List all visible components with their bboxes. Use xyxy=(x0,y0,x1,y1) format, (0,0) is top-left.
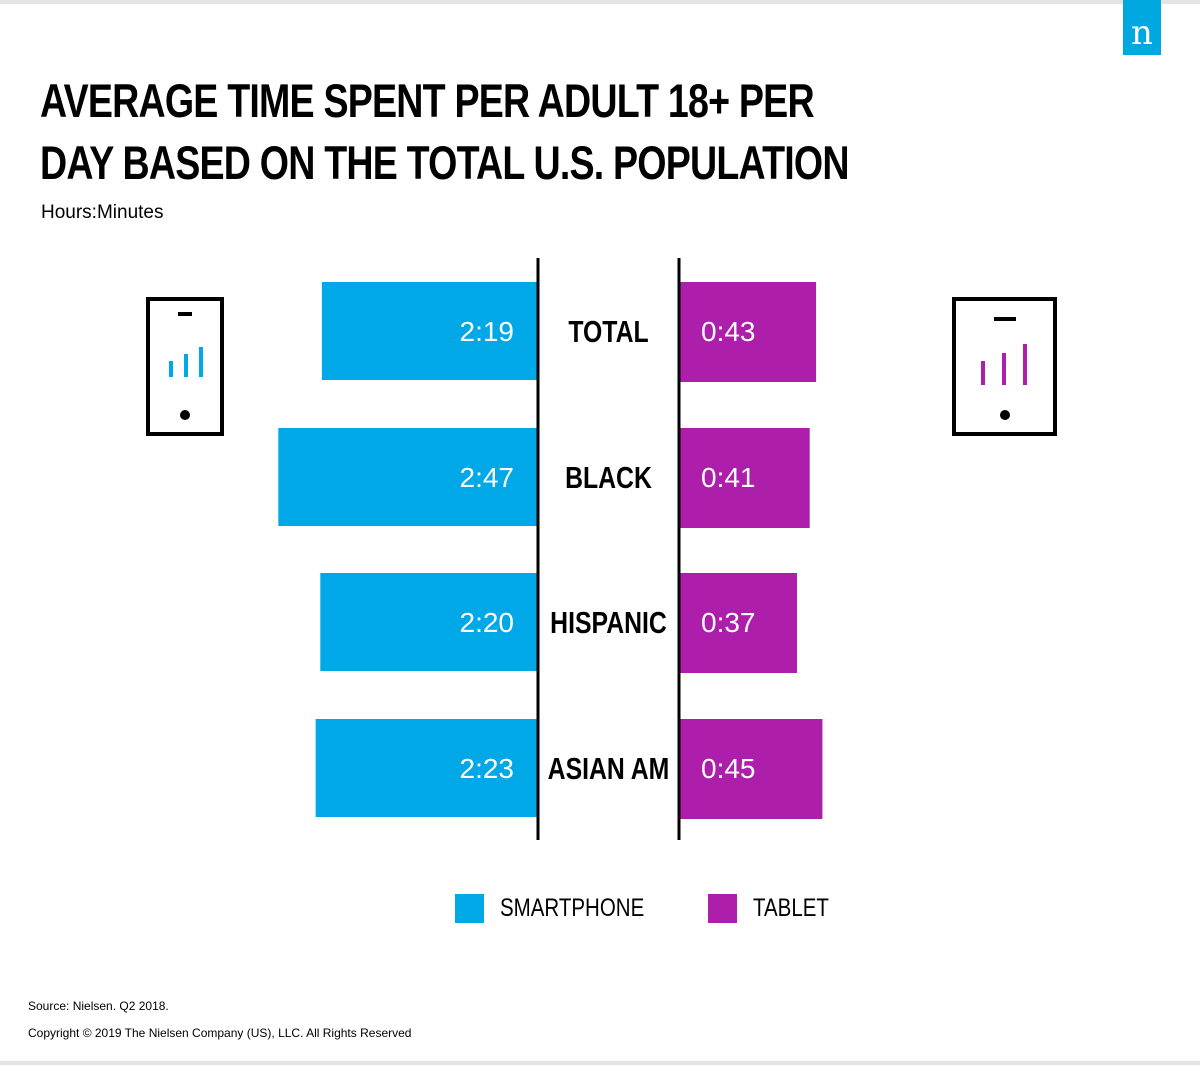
bar-smartphone-hispanic xyxy=(320,573,538,671)
category-label-black: BLACK xyxy=(565,460,652,494)
legend: SMARTPHONE TABLET xyxy=(455,893,878,923)
bar-smartphone-black xyxy=(278,428,538,526)
top-border xyxy=(0,0,1200,4)
legend-item-smartphone: SMARTPHONE xyxy=(455,893,676,923)
bar-label-smartphone-hispanic: 2:20 xyxy=(460,607,515,638)
legend-label-tablet: TABLET xyxy=(752,893,829,922)
legend-swatch-tablet xyxy=(707,893,737,923)
category-label-hispanic: HISPANIC xyxy=(550,605,667,639)
bar-label-smartphone-asian-am: 2:23 xyxy=(460,753,515,784)
bar-label-tablet-hispanic: 0:37 xyxy=(701,607,756,638)
tablet-icon xyxy=(952,297,1057,436)
chart-title: AVERAGE TIME SPENT PER ADULT 18+ PER DAY… xyxy=(40,74,850,189)
bar-smartphone-asian-am xyxy=(315,719,538,817)
copyright-note: Copyright © 2019 The Nielsen Company (US… xyxy=(28,1026,412,1040)
bar-smartphone-total xyxy=(321,282,538,380)
legend-swatch-smartphone xyxy=(455,893,484,923)
category-label-asian-am: ASIAN AM xyxy=(548,751,670,785)
bar-label-tablet-asian-am: 0:45 xyxy=(701,753,756,784)
bar-label-tablet-black: 0:41 xyxy=(701,462,756,493)
bar-label-tablet-total: 0:43 xyxy=(701,316,756,347)
bar-tablet-total xyxy=(679,282,817,382)
legend-item-tablet: TABLET xyxy=(707,893,846,923)
nielsen-logo: n xyxy=(1123,0,1161,55)
bar-tablet-hispanic xyxy=(679,573,797,673)
bottom-border xyxy=(0,1061,1200,1065)
bar-tablet-black xyxy=(679,428,810,528)
bar-chart: 2:19 0:43 TOTAL 2:47 0:41 BLACK 2:20 0:37 HISPAN… xyxy=(0,250,1200,850)
source-note: Source: Nielsen. Q2 2018. xyxy=(28,999,169,1013)
smartphone-icon xyxy=(146,297,224,436)
category-label-total: TOTAL xyxy=(568,314,648,348)
legend-label-smartphone: SMARTPHONE xyxy=(500,893,645,922)
bar-label-smartphone-total: 2:19 xyxy=(460,316,515,347)
chart-canvas: 2:19 0:43 TOTAL 2:47 0:41 BLACK 2:20 0:37 HISPAN… xyxy=(278,258,823,840)
chart-subtitle: Hours:Minutes xyxy=(41,202,164,223)
bar-label-smartphone-black: 2:47 xyxy=(460,462,515,493)
bar-tablet-asian-am xyxy=(679,719,823,819)
